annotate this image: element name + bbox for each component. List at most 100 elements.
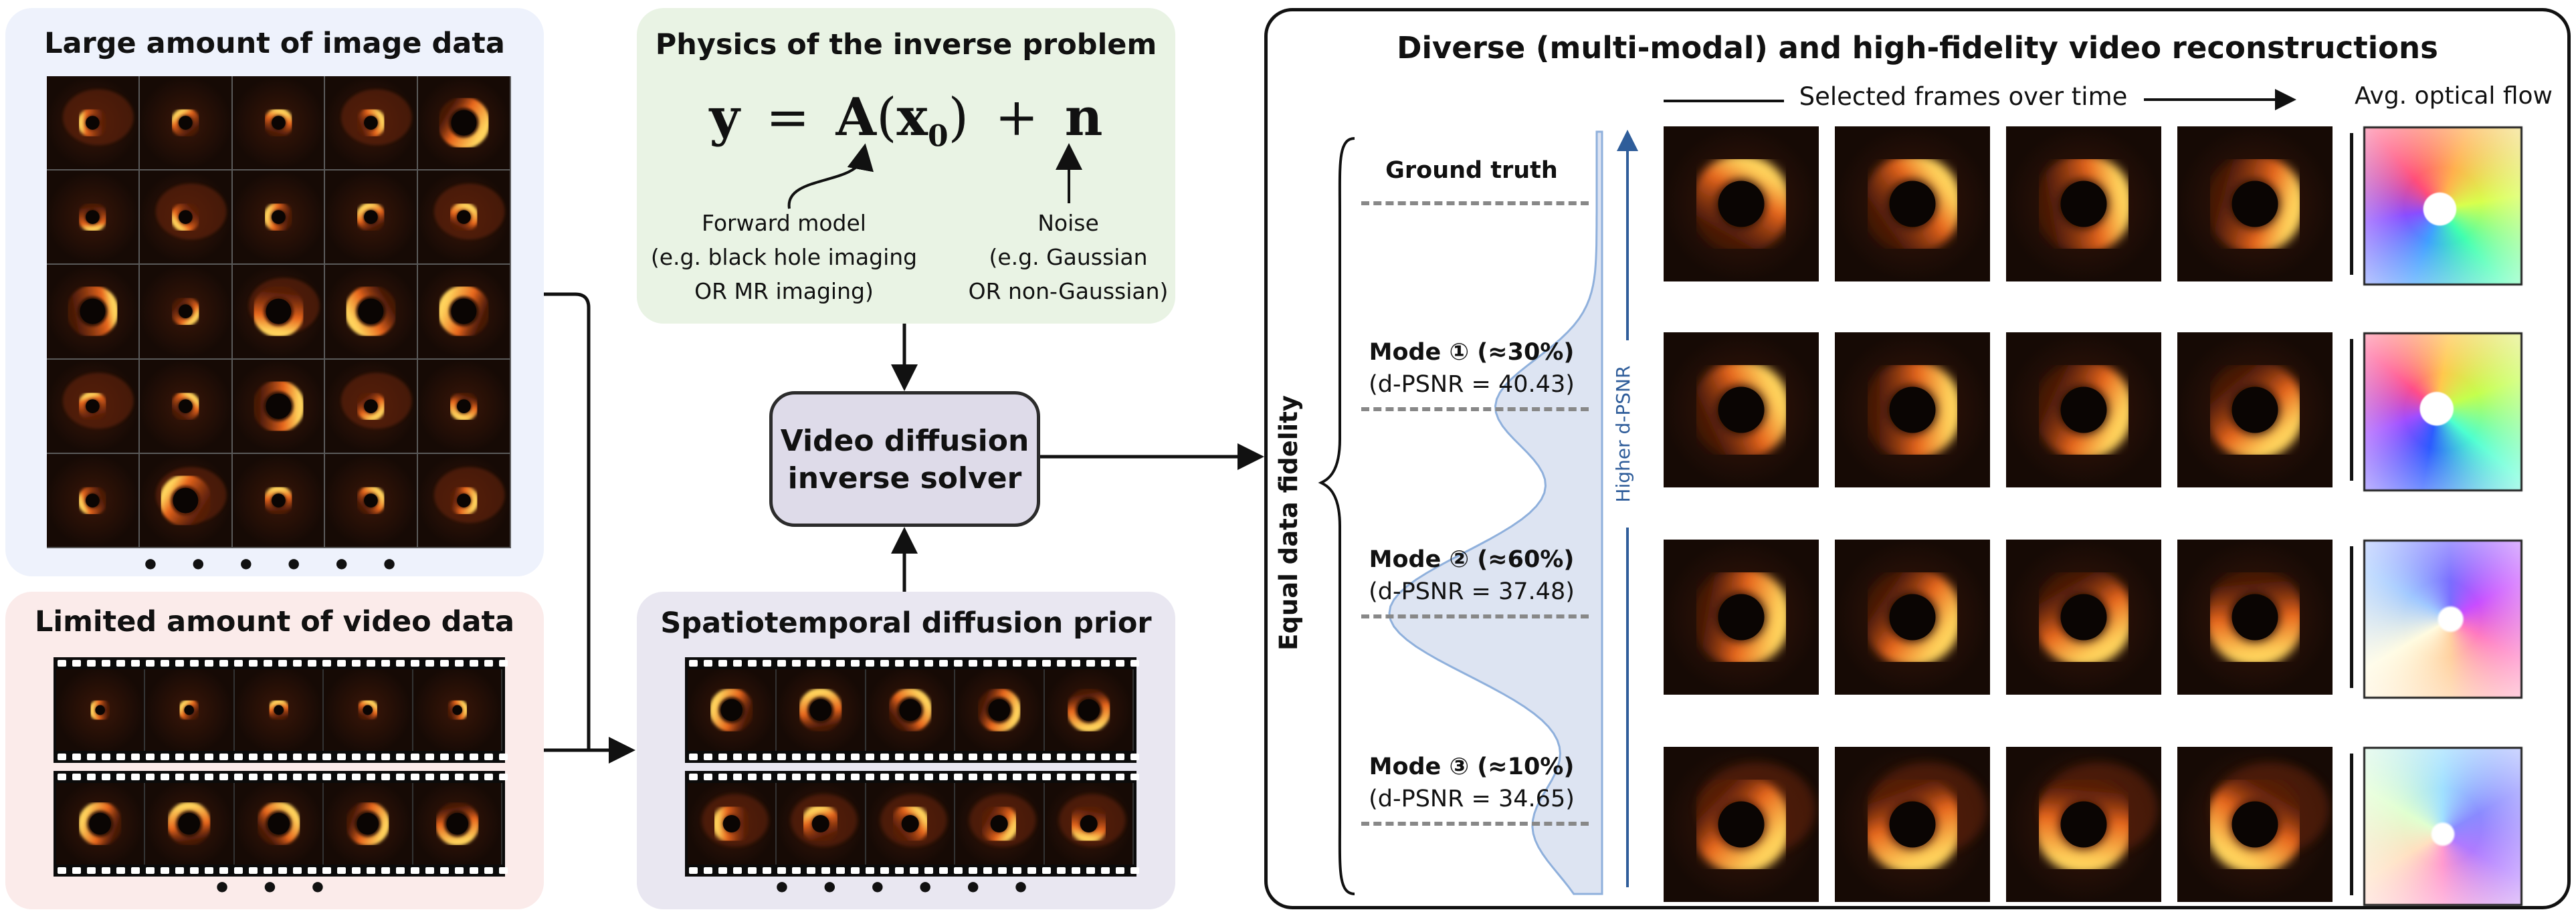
black-hole-image — [47, 170, 138, 264]
film-sprocket-hole — [880, 867, 889, 874]
higher-dpsnr-label: Higher d-PSNR — [1612, 340, 1639, 528]
film-sprocket-hole — [763, 754, 771, 760]
row-label: Ground truth — [1355, 154, 1589, 187]
film-sprocket-hole — [1042, 867, 1051, 874]
film-sprocket-hole — [264, 774, 272, 780]
film-sprocket-hole — [367, 774, 375, 780]
black-hole-image — [232, 76, 324, 170]
forward-model-line-1: Forward model — [702, 210, 866, 236]
black-hole-frame — [2177, 747, 2333, 902]
film-sprocket-hole — [484, 660, 493, 667]
film-sprocket-hole — [278, 867, 287, 874]
film-sprocket-hole — [939, 774, 948, 780]
image-data-ellipsis: • • • • • • — [140, 548, 409, 582]
film-sprocket-hole — [1013, 754, 1021, 760]
film-sprocket-hole — [131, 867, 140, 874]
film-sprocket-hole — [718, 754, 727, 760]
eq-x: x — [896, 87, 928, 148]
film-sprocket-hole — [175, 754, 184, 760]
film-sprocket-hole — [293, 867, 302, 874]
film-sprocket-hole — [821, 774, 830, 780]
film-sprocket-hole — [175, 660, 184, 667]
film-sprocket-hole — [367, 867, 375, 874]
film-sprocket-hole — [455, 660, 464, 667]
black-hole-frame — [56, 783, 144, 865]
film-sprocket-hole — [969, 867, 977, 874]
black-hole-frame — [1664, 540, 1819, 695]
film-sprocket-hole — [1057, 774, 1066, 780]
black-hole-frame — [413, 669, 501, 751]
noise-label: Noise (e.g. Gaussian OR non-Gaussian) — [951, 206, 1185, 308]
film-sprocket-hole — [352, 774, 361, 780]
solver-line-1: Video diffusion — [780, 424, 1029, 458]
video-frame — [145, 783, 235, 865]
film-sprocket-hole — [1130, 867, 1139, 874]
optical-flow-veil — [2365, 334, 2520, 489]
film-sprocket-hole — [470, 774, 478, 780]
film-sprocket-hole — [998, 774, 1007, 780]
film-sprocket-hole — [146, 867, 155, 874]
image-sample — [47, 265, 140, 360]
video-filmstrip-2 — [54, 771, 508, 877]
film-sprocket-hole — [821, 660, 830, 667]
black-hole-frame — [1835, 540, 1990, 695]
eq-plus: + — [995, 88, 1039, 148]
film-sprocket-hole — [748, 867, 757, 874]
black-hole-frame — [324, 783, 412, 865]
video-frame — [777, 669, 866, 751]
film-sprocket-hole — [484, 774, 493, 780]
image-sample — [418, 453, 511, 548]
video-frame — [866, 669, 956, 751]
film-sprocket-hole — [969, 774, 977, 780]
film-sprocket-hole — [924, 774, 933, 780]
film-sprocket-hole — [851, 660, 860, 667]
film-sprocket-hole — [470, 754, 478, 760]
film-sprocket-hole — [954, 660, 963, 667]
film-sprocket-hole — [851, 867, 860, 874]
image-sample — [232, 170, 326, 265]
image-sample — [325, 265, 419, 360]
black-hole-frame — [2177, 332, 2333, 487]
black-hole-frame — [324, 669, 412, 751]
film-sprocket-hole — [1116, 754, 1124, 760]
film-sprocket-hole — [72, 774, 81, 780]
black-hole-image — [47, 359, 138, 453]
film-sprocket-hole — [499, 867, 508, 874]
black-hole-frame — [2177, 540, 2333, 695]
film-sprocket-hole — [293, 754, 302, 760]
black-hole-frame — [234, 783, 323, 865]
optical-flow-veil — [2365, 749, 2520, 904]
row-dpsnr: (d-PSNR = 34.65) — [1369, 786, 1575, 812]
film-sprocket-hole — [367, 754, 375, 760]
film-sprocket-hole — [1042, 754, 1051, 760]
film-sprocket-hole — [733, 660, 742, 667]
reconstructed-frame — [2177, 540, 2333, 695]
film-sprocket-hole — [1042, 660, 1051, 667]
film-sprocket-hole — [1027, 754, 1036, 760]
film-sprocket-hole — [954, 754, 963, 760]
film-sprocket-hole — [924, 660, 933, 667]
film-sprocket-hole — [1101, 754, 1110, 760]
film-sprocket-hole — [455, 774, 464, 780]
film-sprocket-hole — [249, 867, 258, 874]
video-frame — [56, 783, 146, 865]
film-sprocket-hole — [367, 660, 375, 667]
film-sprocket-hole — [234, 774, 243, 780]
film-sprocket-hole — [381, 660, 390, 667]
video-data-title: Limited amount of video data — [34, 605, 515, 639]
black-hole-frame — [56, 669, 144, 751]
film-sprocket-hole — [969, 754, 977, 760]
black-hole-frame — [2006, 747, 2161, 902]
film-sprocket-hole — [470, 660, 478, 667]
film-sprocket-hole — [1072, 867, 1080, 874]
film-sprocket-hole — [116, 774, 125, 780]
black-hole-frame — [1664, 747, 1819, 902]
video-frame — [145, 669, 235, 751]
video-frame — [688, 669, 777, 751]
film-sprocket-hole — [234, 867, 243, 874]
row-label: Mode ③ (≈10%) (d-PSNR = 34.65) — [1355, 751, 1589, 815]
film-sprocket-hole — [1086, 867, 1095, 874]
film-sprocket-hole — [1101, 867, 1110, 874]
film-sprocket-hole — [146, 754, 155, 760]
diffusion-prior-title: Spatiotemporal diffusion prior — [660, 606, 1152, 640]
